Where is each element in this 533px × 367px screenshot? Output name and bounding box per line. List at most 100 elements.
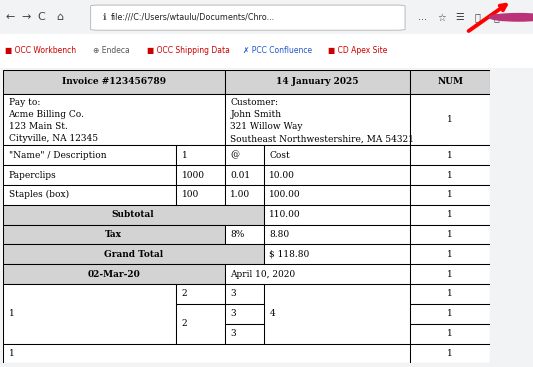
- FancyBboxPatch shape: [91, 5, 405, 30]
- Text: Tax: Tax: [105, 230, 122, 239]
- Text: 4: 4: [270, 309, 275, 318]
- Text: 100.00: 100.00: [270, 190, 301, 199]
- Circle shape: [489, 14, 533, 21]
- Bar: [0, 0, 533, 34]
- Bar: [224, 145, 264, 165]
- Bar: [224, 304, 264, 324]
- Bar: [410, 264, 490, 284]
- Bar: [410, 244, 490, 264]
- Bar: [410, 70, 490, 94]
- Bar: [264, 185, 410, 205]
- Bar: [224, 225, 264, 244]
- Bar: [410, 165, 490, 185]
- Text: Cost: Cost: [270, 151, 290, 160]
- Bar: [264, 284, 410, 344]
- Bar: [176, 185, 224, 205]
- Text: 100: 100: [182, 190, 199, 199]
- Text: Cityville, NA 12345: Cityville, NA 12345: [9, 134, 98, 143]
- Text: 1: 1: [447, 230, 453, 239]
- Text: 1: 1: [447, 171, 453, 179]
- Bar: [3, 264, 224, 284]
- Text: C: C: [37, 12, 45, 22]
- Bar: [0, 34, 533, 68]
- Bar: [3, 344, 410, 363]
- Text: 1: 1: [447, 270, 453, 279]
- Text: 02-Mar-20: 02-Mar-20: [87, 270, 140, 279]
- Text: 3: 3: [230, 290, 236, 298]
- Bar: [176, 145, 224, 165]
- Text: 0.01: 0.01: [230, 171, 251, 179]
- Bar: [410, 185, 490, 205]
- Text: April 10, 2020: April 10, 2020: [230, 270, 295, 279]
- Text: 10.00: 10.00: [270, 171, 295, 179]
- Text: 123 Main St.: 123 Main St.: [9, 122, 67, 131]
- Bar: [264, 165, 410, 185]
- Text: ☰: ☰: [456, 12, 464, 22]
- Bar: [3, 185, 176, 205]
- Text: ⎕: ⎕: [474, 12, 480, 22]
- Bar: [176, 284, 224, 304]
- Bar: [3, 284, 176, 344]
- Bar: [410, 94, 490, 145]
- Text: 2: 2: [182, 290, 187, 298]
- Text: 1: 1: [447, 210, 453, 219]
- Text: 1.00: 1.00: [230, 190, 251, 199]
- Bar: [410, 304, 490, 324]
- Bar: [176, 165, 224, 185]
- Text: 3: 3: [230, 309, 236, 318]
- Text: Subtotal: Subtotal: [112, 210, 155, 219]
- Bar: [264, 145, 410, 165]
- Bar: [224, 94, 410, 145]
- Text: 321 Willow Way: 321 Willow Way: [230, 122, 303, 131]
- Bar: [264, 244, 410, 264]
- Text: 1: 1: [447, 290, 453, 298]
- Text: ←: ←: [5, 12, 15, 22]
- Text: 1000: 1000: [182, 171, 205, 179]
- Text: ■ CD Apex Site: ■ CD Apex Site: [328, 46, 387, 55]
- Text: ℹ: ℹ: [102, 13, 106, 22]
- Bar: [3, 205, 264, 225]
- Text: ☆: ☆: [437, 12, 446, 22]
- Text: 14 January 2025: 14 January 2025: [276, 77, 359, 86]
- Bar: [410, 284, 490, 304]
- Text: Staples (box): Staples (box): [9, 190, 69, 199]
- Text: 8%: 8%: [230, 230, 245, 239]
- Text: NUM: NUM: [437, 77, 463, 86]
- Bar: [3, 165, 176, 185]
- Text: 1: 1: [9, 309, 14, 318]
- Bar: [3, 145, 176, 165]
- Bar: [410, 225, 490, 244]
- Text: 110.00: 110.00: [270, 210, 301, 219]
- Text: Grand Total: Grand Total: [103, 250, 163, 259]
- Text: 1: 1: [447, 309, 453, 318]
- Bar: [224, 165, 264, 185]
- Text: →: →: [21, 12, 31, 22]
- Text: $ 118.80: $ 118.80: [270, 250, 310, 259]
- Text: 1: 1: [447, 190, 453, 199]
- Text: Customer:: Customer:: [230, 98, 278, 108]
- Bar: [176, 304, 224, 344]
- Bar: [224, 324, 264, 344]
- Bar: [264, 225, 410, 244]
- Text: 1: 1: [447, 151, 453, 160]
- Text: Southeast Northwestershire, MA 54321: Southeast Northwestershire, MA 54321: [230, 134, 414, 143]
- Text: Pay to:: Pay to:: [9, 98, 40, 108]
- Text: Paperclips: Paperclips: [9, 171, 56, 179]
- Text: ⓘ: ⓘ: [493, 12, 499, 22]
- Bar: [3, 70, 224, 94]
- Text: 3: 3: [230, 329, 236, 338]
- Text: ✗ PCC Confluence: ✗ PCC Confluence: [243, 46, 312, 55]
- Bar: [410, 324, 490, 344]
- Bar: [410, 205, 490, 225]
- Bar: [224, 70, 410, 94]
- Text: 1: 1: [447, 250, 453, 259]
- Text: 1: 1: [9, 349, 14, 358]
- Bar: [3, 225, 224, 244]
- Text: Invoice #123456789: Invoice #123456789: [61, 77, 166, 86]
- Text: @: @: [230, 151, 239, 160]
- Text: file:///C:/Users/wtaulu/Documents/Chro...: file:///C:/Users/wtaulu/Documents/Chro..…: [111, 13, 275, 22]
- Bar: [3, 244, 264, 264]
- Bar: [224, 284, 264, 304]
- Text: ⌂: ⌂: [56, 12, 63, 22]
- Text: "Name" / Description: "Name" / Description: [9, 151, 106, 160]
